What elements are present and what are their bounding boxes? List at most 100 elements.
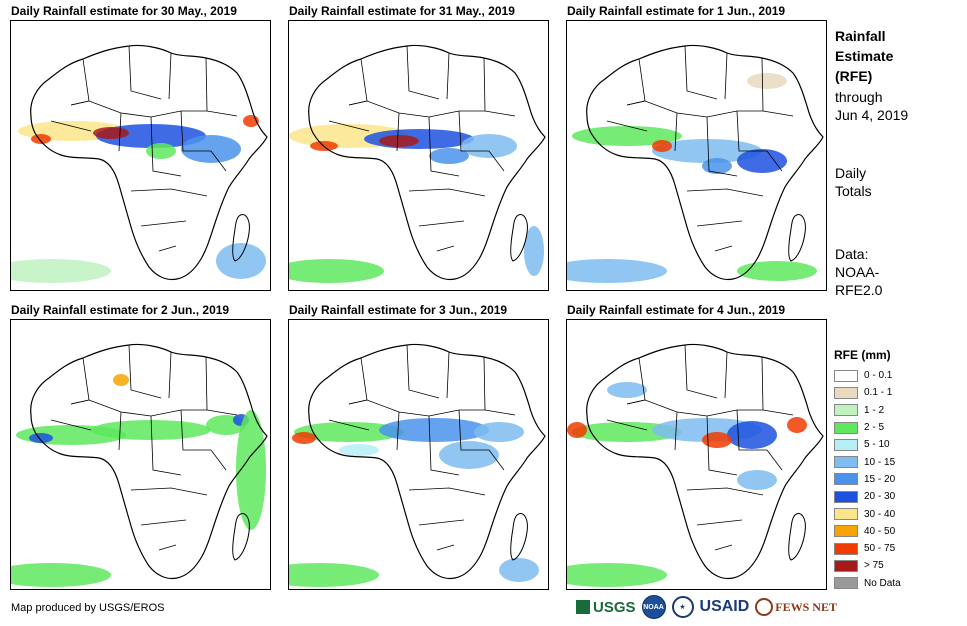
rainfall-area [439,441,499,469]
africa-map-2 [289,44,546,283]
country-border [396,112,400,152]
legend-swatch [834,577,858,590]
legend-label: > 75 [864,560,884,572]
country-border [686,188,764,197]
country-border [483,57,486,112]
country-border [761,57,764,112]
rainfall-area [567,422,587,438]
country-border [70,100,238,118]
rainfall-area [31,134,51,144]
madagascar-outline [510,214,528,262]
product-title-line-3: (RFE) [835,68,873,84]
country-border [483,356,486,411]
country-border [130,188,208,197]
africa-map-1 [11,44,268,283]
rainfall-area [216,243,266,279]
country-border [408,487,486,496]
country-border [488,449,505,471]
country-border [348,100,516,118]
legend-item: 15 - 20 [834,471,901,488]
rainfall-area [702,158,732,174]
madagascar-outline [232,513,250,561]
legend-item: 10 - 15 [834,453,901,470]
country-border [118,411,122,451]
rfe-legend: RFE (mm) 0 - 0.1 0.1 - 1 1 - 2 2 - 5 5 - 10 1… [834,348,901,592]
legend-items: 0 - 0.1 0.1 - 1 1 - 2 2 - 5 5 - 10 10 - 15 15 … [834,367,901,592]
rainfall-area [737,149,787,173]
africa-map-4 [11,343,268,587]
rainfall-area [737,261,817,281]
country-border [761,356,764,411]
rainfall-area [572,126,682,146]
country-border [446,351,450,399]
country-border [150,415,182,476]
rainfall-area [652,140,672,152]
rainfall-area [461,134,517,158]
legend-item: 0 - 0.1 [834,367,901,384]
country-border [706,116,738,177]
legend-item: 30 - 40 [834,505,901,522]
country-border [488,150,505,172]
country-border [696,220,743,227]
country-border [70,399,238,417]
country-border [766,449,783,471]
country-border [140,519,187,526]
country-border [70,58,90,106]
country-border [436,544,455,551]
legend-swatch [834,525,858,538]
legend-label: 15 - 20 [864,473,896,485]
legend-swatch [834,456,858,469]
country-border [408,188,486,197]
rainfall-area [289,563,379,587]
legend-swatch [834,421,858,434]
country-border [418,519,465,526]
rainfall-area [113,374,129,386]
fews-globe-icon [755,598,774,616]
panel-title-2: Daily Rainfall estimate for 31 May., 201… [289,4,515,18]
rainfall-area [567,563,667,587]
country-border [696,519,743,526]
country-border [205,356,208,411]
madagascar-outline [510,513,528,561]
country-border [406,45,440,100]
country-border [328,120,370,132]
panel-title-3: Daily Rainfall estimate for 1 Jun., 2019 [567,4,786,18]
country-border [70,357,90,405]
country-border [180,409,211,451]
country-border [168,52,172,100]
period-label: through Jun 4, 2019 [835,88,908,124]
legend-label: 30 - 40 [864,508,896,520]
country-border [180,110,211,152]
legend-swatch [834,386,858,399]
rainfall-area [607,382,647,398]
data-source-line-2: NOAA- [835,264,880,280]
country-border [458,409,489,451]
product-title: Rainfall Estimate (RFE) [835,26,893,86]
rainfall-area [379,418,489,442]
legend-swatch [834,473,858,486]
rainfall-area [289,259,384,283]
country-border [150,116,182,177]
country-border [128,45,162,100]
africa-coastline [308,343,546,580]
legend-swatch [834,438,858,451]
panel-title-5: Daily Rainfall estimate for 3 Jun., 2019 [289,303,508,317]
legend-label: 0 - 0.1 [864,370,893,382]
rainfall-area [91,420,211,440]
rainfall-map-panel-2 [288,20,549,291]
state-department-seal-icon: ★ [671,596,694,618]
madagascar-outline [788,513,806,561]
country-border [706,415,738,476]
legend-item: 1 - 2 [834,402,901,419]
legend-item: 40 - 50 [834,523,901,540]
country-border [210,150,227,172]
country-border [140,220,187,227]
country-border [396,411,400,451]
country-border [210,449,227,471]
legend-title: RFE (mm) [834,348,891,362]
country-border [348,399,516,417]
country-border [205,57,208,112]
rainfall-area [292,432,316,444]
country-border [158,245,177,252]
country-border [348,58,368,106]
